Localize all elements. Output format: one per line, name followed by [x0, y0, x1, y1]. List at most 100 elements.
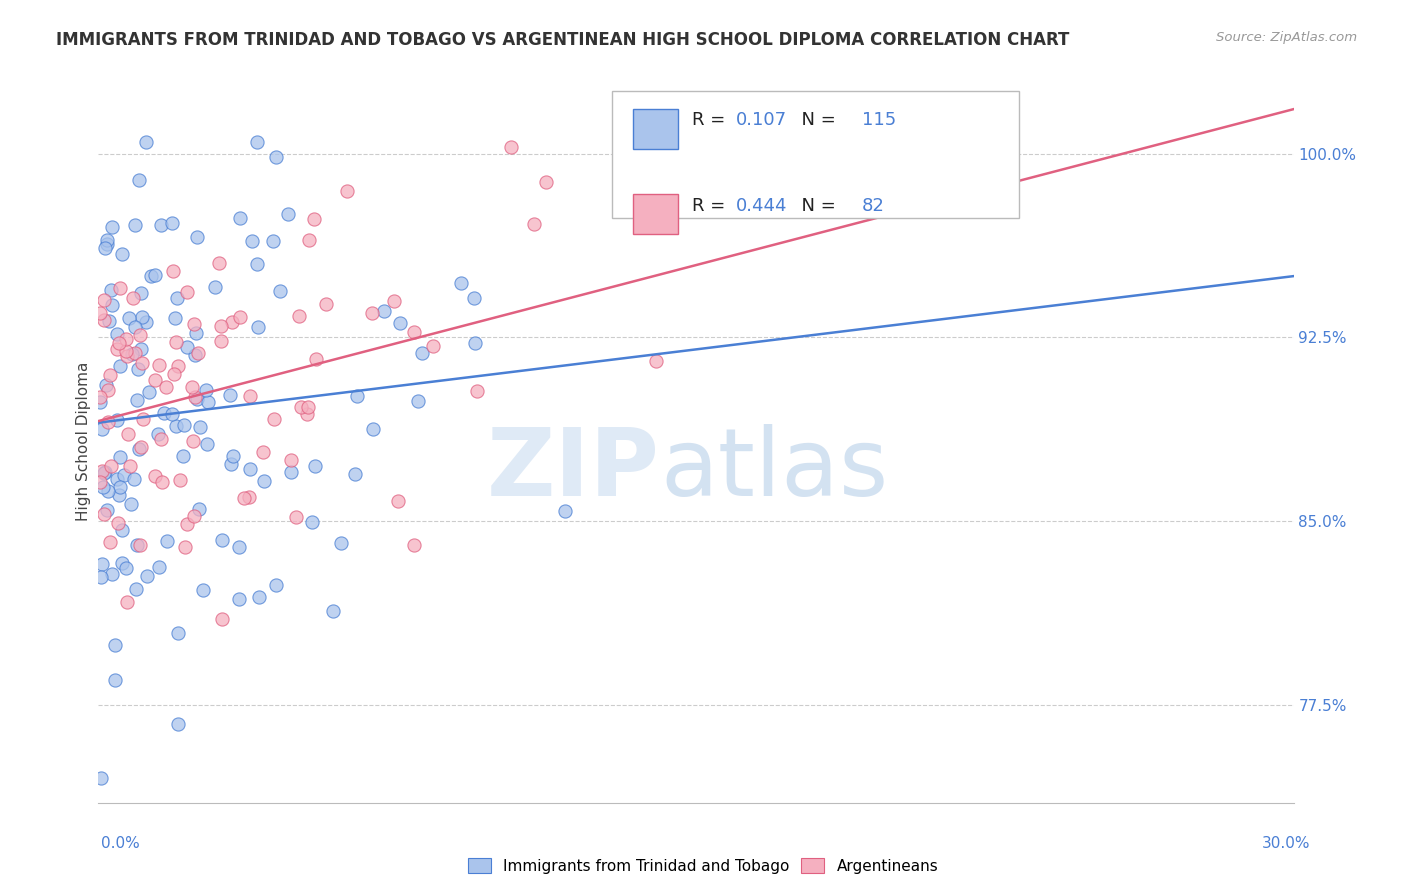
- Point: [153, 406, 176, 420]
- Point: [193, 582, 215, 597]
- Point: [463, 292, 485, 306]
- Point: [183, 508, 205, 523]
- Point: [131, 356, 153, 370]
- Point: [122, 291, 145, 305]
- Point: [404, 325, 426, 339]
- Point: [240, 234, 263, 248]
- Point: [165, 419, 187, 434]
- Point: [536, 175, 558, 189]
- Point: [304, 458, 326, 473]
- Point: [93, 293, 115, 308]
- Point: [117, 427, 139, 442]
- Point: [135, 135, 157, 149]
- Point: [96, 503, 118, 517]
- Point: [148, 358, 170, 372]
- Point: [176, 285, 198, 300]
- Point: [108, 450, 131, 465]
- Point: [100, 458, 122, 473]
- Point: [100, 284, 122, 298]
- Point: [322, 604, 344, 618]
- Point: [93, 466, 115, 480]
- Point: [208, 255, 231, 269]
- Point: [298, 233, 321, 247]
- Point: [91, 558, 114, 572]
- Point: [253, 474, 276, 488]
- Point: [132, 412, 155, 426]
- Point: [108, 359, 131, 374]
- Text: 0.107: 0.107: [735, 112, 786, 129]
- Point: [124, 320, 146, 334]
- Text: R =: R =: [692, 112, 731, 129]
- Point: [269, 284, 291, 298]
- Point: [219, 388, 242, 402]
- Point: [148, 426, 170, 441]
- Text: IMMIGRANTS FROM TRINIDAD AND TOBAGO VS ARGENTINEAN HIGH SCHOOL DIPLOMA CORRELATI: IMMIGRANTS FROM TRINIDAD AND TOBAGO VS A…: [56, 31, 1070, 49]
- Point: [128, 328, 150, 343]
- Point: [233, 491, 256, 505]
- Point: [336, 184, 359, 198]
- Point: [188, 501, 211, 516]
- Point: [163, 367, 186, 381]
- Point: [346, 388, 368, 402]
- Point: [129, 440, 152, 454]
- Point: [120, 458, 142, 473]
- Point: [195, 383, 218, 397]
- Point: [238, 491, 260, 505]
- Point: [295, 407, 318, 421]
- Legend: Immigrants from Trinidad and Tobago, Argentineans: Immigrants from Trinidad and Tobago, Arg…: [461, 852, 945, 880]
- Point: [186, 326, 208, 341]
- Point: [111, 523, 134, 537]
- Y-axis label: High School Diploma: High School Diploma: [76, 362, 91, 521]
- Point: [297, 401, 319, 415]
- Point: [304, 351, 326, 366]
- Point: [93, 507, 115, 521]
- Point: [204, 280, 226, 294]
- Point: [129, 285, 152, 300]
- Text: atlas: atlas: [661, 425, 889, 516]
- Text: R =: R =: [692, 196, 731, 215]
- Point: [89, 390, 111, 404]
- Point: [361, 306, 384, 320]
- Point: [141, 269, 163, 284]
- Point: [96, 236, 118, 251]
- FancyBboxPatch shape: [633, 194, 678, 235]
- Point: [173, 417, 195, 432]
- Point: [167, 716, 190, 731]
- Point: [111, 556, 134, 570]
- Point: [114, 343, 136, 358]
- Point: [246, 135, 269, 149]
- Point: [186, 230, 208, 244]
- Point: [554, 504, 576, 518]
- Point: [228, 591, 250, 606]
- Point: [90, 569, 112, 583]
- Point: [211, 533, 233, 547]
- Point: [290, 400, 312, 414]
- Point: [107, 488, 129, 502]
- Point: [302, 211, 325, 226]
- Point: [89, 475, 111, 490]
- Point: [288, 309, 311, 323]
- Point: [499, 140, 522, 154]
- Point: [387, 493, 409, 508]
- Point: [143, 268, 166, 283]
- Point: [108, 335, 131, 350]
- Text: ZIP: ZIP: [488, 425, 661, 516]
- Text: N =: N =: [790, 112, 842, 129]
- Point: [465, 384, 488, 399]
- Point: [229, 211, 252, 226]
- Point: [183, 317, 205, 331]
- Point: [111, 247, 134, 261]
- Point: [264, 578, 287, 592]
- Point: [90, 772, 112, 786]
- Point: [115, 561, 138, 575]
- Point: [239, 462, 262, 476]
- Point: [110, 281, 132, 295]
- Point: [115, 332, 138, 346]
- Point: [115, 595, 138, 609]
- Point: [280, 465, 302, 479]
- Point: [277, 207, 299, 221]
- Point: [118, 310, 141, 325]
- Point: [197, 395, 219, 409]
- Point: [262, 234, 284, 248]
- Point: [301, 515, 323, 529]
